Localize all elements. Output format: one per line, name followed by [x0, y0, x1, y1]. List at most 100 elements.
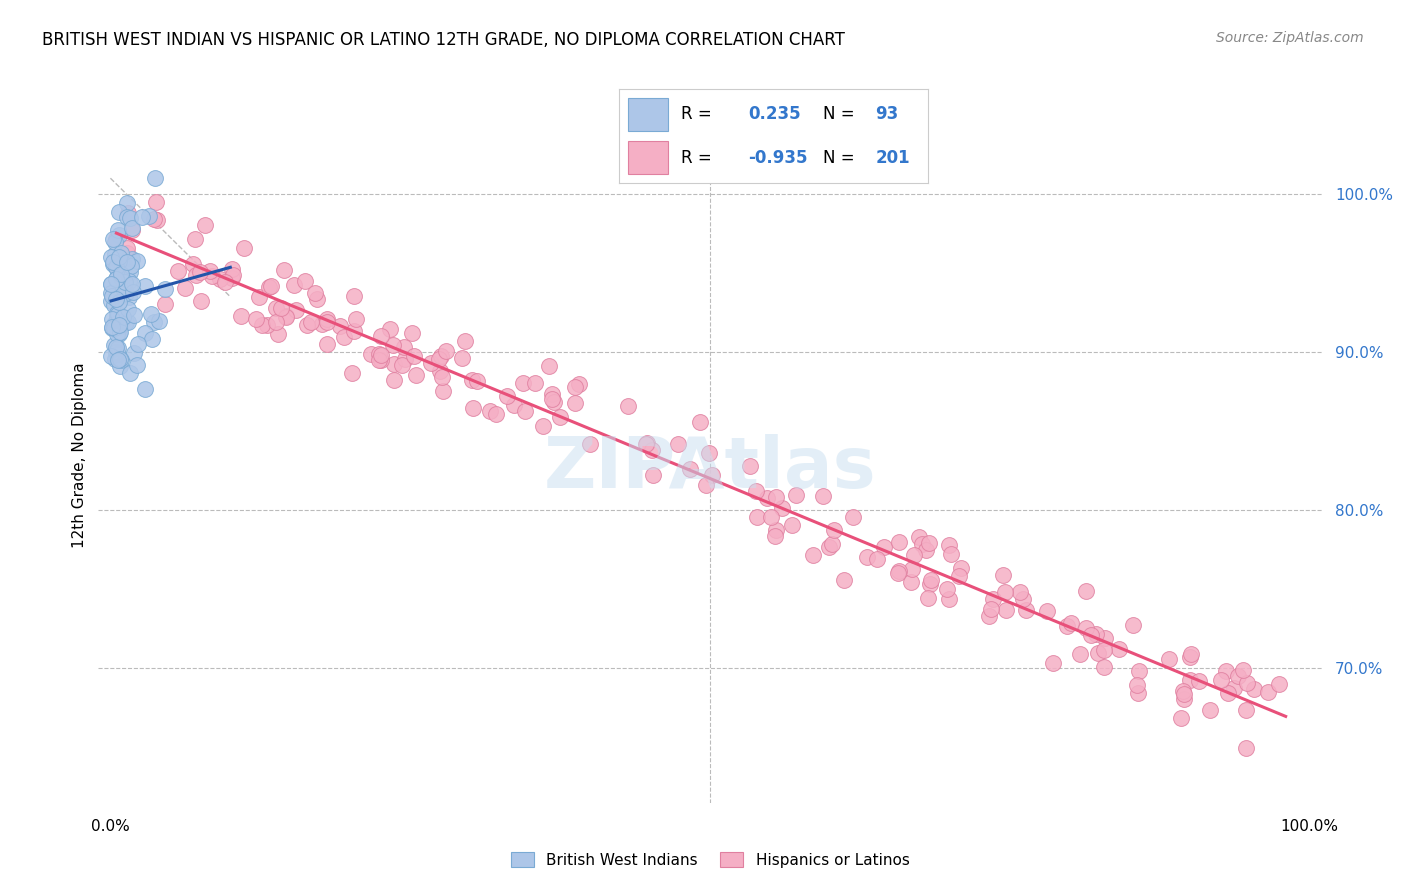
Point — [138, 209, 160, 223]
Point — [370, 348, 392, 362]
Point — [1069, 648, 1091, 662]
Point — [127, 337, 149, 351]
Point — [105, 231, 128, 245]
Point — [122, 285, 145, 299]
Point — [108, 351, 131, 366]
Point — [221, 261, 243, 276]
Point — [221, 271, 243, 285]
Point — [405, 368, 427, 382]
Point — [100, 285, 122, 300]
Point — [401, 326, 423, 340]
Point — [115, 196, 138, 211]
Point — [104, 247, 127, 261]
Point — [994, 602, 1017, 616]
Point — [108, 204, 131, 219]
Point — [260, 278, 283, 293]
Point — [194, 218, 217, 232]
Point — [887, 566, 910, 581]
Point — [745, 483, 768, 498]
Point — [697, 446, 720, 460]
Point — [700, 468, 723, 483]
Point — [297, 318, 319, 332]
Point — [579, 437, 602, 451]
Point — [122, 345, 145, 359]
Point — [256, 318, 278, 332]
Point — [201, 269, 224, 284]
Point — [564, 380, 586, 394]
Point — [181, 257, 204, 271]
Point — [110, 267, 132, 281]
Point — [107, 223, 129, 237]
Point — [917, 536, 939, 550]
Point — [1092, 660, 1115, 674]
Point — [250, 318, 273, 333]
Point — [903, 548, 925, 562]
Point — [1121, 618, 1143, 632]
Point — [1234, 703, 1257, 717]
Point — [616, 399, 638, 413]
Point — [188, 265, 211, 279]
Point — [110, 352, 132, 367]
Point — [1012, 591, 1035, 606]
Point — [103, 298, 125, 312]
Point — [429, 364, 451, 378]
Point — [1128, 664, 1150, 678]
Point — [360, 347, 382, 361]
Point — [370, 329, 392, 343]
Point — [107, 347, 129, 361]
Point — [100, 250, 122, 264]
Point — [110, 270, 132, 285]
Point — [257, 280, 280, 294]
Point — [920, 573, 942, 587]
Point — [103, 321, 125, 335]
Point — [1211, 673, 1233, 687]
Point — [142, 315, 165, 329]
Point — [117, 205, 139, 219]
Point — [1015, 603, 1038, 617]
Point — [110, 319, 132, 334]
Point — [432, 384, 454, 399]
Point — [134, 278, 156, 293]
Point — [994, 585, 1017, 599]
Point — [198, 263, 221, 277]
Point — [316, 315, 339, 329]
Point — [115, 241, 138, 255]
Point — [107, 227, 129, 242]
Point — [145, 194, 167, 209]
Point — [100, 277, 122, 291]
Point — [270, 301, 292, 315]
Point — [316, 312, 339, 326]
Point — [981, 592, 1004, 607]
Point — [131, 210, 153, 224]
Point — [1236, 675, 1258, 690]
Point — [515, 404, 537, 418]
Point — [823, 523, 845, 537]
Point — [865, 552, 887, 566]
Point — [434, 344, 457, 359]
Text: N =: N = — [823, 105, 859, 123]
Point — [115, 255, 138, 269]
Point — [107, 307, 129, 321]
Point — [100, 321, 122, 335]
Point — [108, 359, 131, 374]
Text: ZIPAtlas: ZIPAtlas — [544, 434, 876, 503]
Point — [842, 510, 865, 524]
Text: BRITISH WEST INDIAN VS HISPANIC OR LATINO 12TH GRADE, NO DIPLOMA CORRELATION CHA: BRITISH WEST INDIAN VS HISPANIC OR LATIN… — [42, 31, 845, 49]
Point — [1232, 663, 1254, 677]
Point — [117, 301, 139, 316]
Point — [340, 367, 363, 381]
Point — [1171, 684, 1194, 698]
Point — [935, 582, 957, 596]
Point — [117, 246, 139, 260]
Point — [304, 285, 326, 300]
Point — [214, 275, 236, 289]
Point — [101, 255, 124, 269]
Point — [105, 261, 128, 276]
Point — [267, 327, 290, 342]
Point — [221, 268, 243, 283]
Point — [949, 560, 972, 574]
Point — [100, 349, 122, 363]
Point — [101, 289, 124, 303]
Point — [103, 338, 125, 352]
Point — [873, 540, 896, 554]
